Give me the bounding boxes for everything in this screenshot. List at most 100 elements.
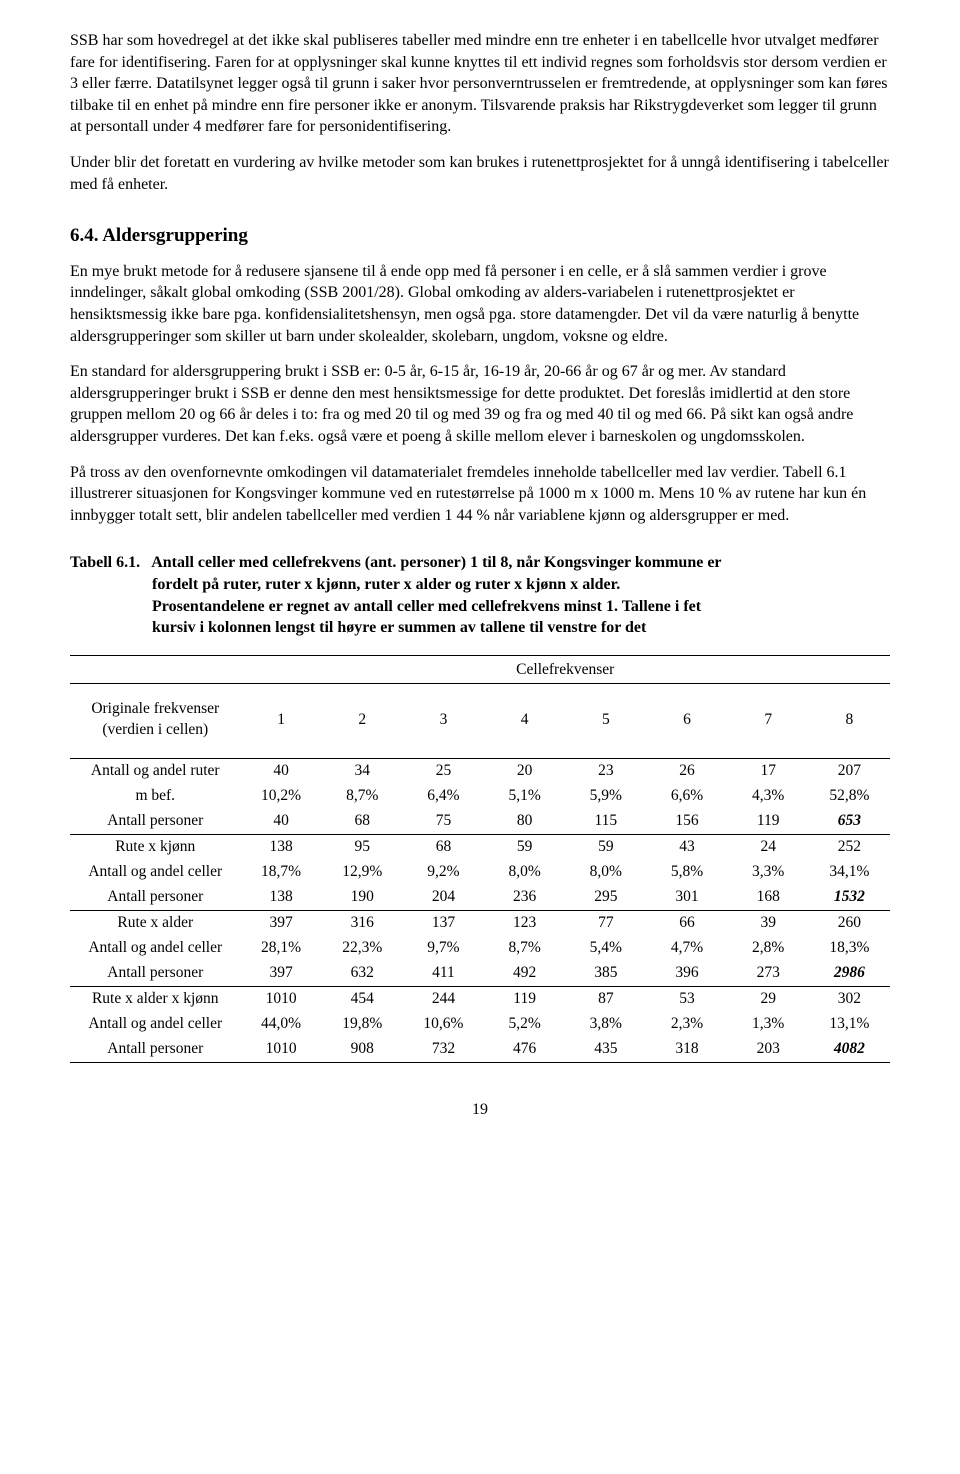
table-row: Antall personer1381902042362953011681532 bbox=[70, 885, 890, 910]
paragraph-3: En mye brukt metode for å redusere sjans… bbox=[70, 261, 890, 347]
cell: 52,8% bbox=[809, 784, 890, 809]
colnum-7: 7 bbox=[728, 693, 809, 749]
cell: 653 bbox=[809, 809, 890, 834]
cell: 43 bbox=[646, 835, 727, 860]
cell: 10,2% bbox=[240, 784, 321, 809]
table-row: Rute x alder397316137123776639260 bbox=[70, 911, 890, 936]
cell: 435 bbox=[565, 1037, 646, 1062]
cell: 18,7% bbox=[240, 860, 321, 885]
cell: 168 bbox=[728, 885, 809, 910]
cell: 13,1% bbox=[809, 1012, 890, 1037]
colnum-4: 4 bbox=[484, 693, 565, 749]
table-title: Tabell 6.1. Antall celler med cellefrekv… bbox=[70, 552, 890, 638]
cell: 5,4% bbox=[565, 936, 646, 961]
cell: 12,9% bbox=[322, 860, 403, 885]
cell: 273 bbox=[728, 961, 809, 986]
row-label: Antall personer bbox=[70, 885, 240, 910]
table-title-prefix: Tabell 6.1. bbox=[70, 554, 140, 571]
cell: 476 bbox=[484, 1037, 565, 1062]
cell: 5,2% bbox=[484, 1012, 565, 1037]
row-label: Antall og andel celler bbox=[70, 936, 240, 961]
table-row: Antall personer1010908732476435318203408… bbox=[70, 1037, 890, 1062]
row-label: Rute x alder bbox=[70, 911, 240, 936]
cell: 77 bbox=[565, 911, 646, 936]
cell: 908 bbox=[322, 1037, 403, 1062]
cell: 2986 bbox=[809, 961, 890, 986]
cell: 39 bbox=[728, 911, 809, 936]
colnum-8: 8 bbox=[809, 693, 890, 749]
row-label: Antall personer bbox=[70, 961, 240, 986]
cell: 137 bbox=[403, 911, 484, 936]
row-label: Antall og andel celler bbox=[70, 1012, 240, 1037]
heading-6-4: 6.4. Aldersgruppering bbox=[70, 223, 890, 249]
cell: 10,6% bbox=[403, 1012, 484, 1037]
paragraph-4: En standard for aldersgruppering brukt i… bbox=[70, 361, 890, 447]
cell: 8,7% bbox=[484, 936, 565, 961]
cell: 80 bbox=[484, 809, 565, 834]
cell: 68 bbox=[322, 809, 403, 834]
cell: 6,4% bbox=[403, 784, 484, 809]
cell: 302 bbox=[809, 986, 890, 1011]
cell: 24 bbox=[728, 835, 809, 860]
cell: 244 bbox=[403, 986, 484, 1011]
cell: 28,1% bbox=[240, 936, 321, 961]
table-title-line2: fordelt på ruter, ruter x kjønn, ruter x… bbox=[70, 574, 890, 596]
cellfreq-table: Cellefrekvenser Originale frekvenser (ve… bbox=[70, 655, 890, 1063]
table-row: Antall og andel celler18,7%12,9%9,2%8,0%… bbox=[70, 860, 890, 885]
cell: 8,0% bbox=[484, 860, 565, 885]
cell: 53 bbox=[646, 986, 727, 1011]
cell: 75 bbox=[403, 809, 484, 834]
cell: 492 bbox=[484, 961, 565, 986]
cell: 632 bbox=[322, 961, 403, 986]
row-label: Rute x kjønn bbox=[70, 835, 240, 860]
cell: 5,9% bbox=[565, 784, 646, 809]
paragraph-2: Under blir det foretatt en vurdering av … bbox=[70, 152, 890, 195]
cell: 9,2% bbox=[403, 860, 484, 885]
cell: 1,3% bbox=[728, 1012, 809, 1037]
cell: 316 bbox=[322, 911, 403, 936]
table-title-line1: Antall celler med cellefrekvens (ant. pe… bbox=[151, 554, 721, 571]
cell: 34 bbox=[322, 759, 403, 784]
cell: 138 bbox=[240, 885, 321, 910]
table-row: Rute x alder x kjønn10104542441198753293… bbox=[70, 986, 890, 1011]
cell: 5,1% bbox=[484, 784, 565, 809]
table-row: Antall og andel celler28,1%22,3%9,7%8,7%… bbox=[70, 936, 890, 961]
row-label: Antall personer bbox=[70, 809, 240, 834]
table-row: Antall personer40687580115156119653 bbox=[70, 809, 890, 834]
row-label: Antall og andel ruter bbox=[70, 759, 240, 784]
table-row: Antall og andel ruter40342520232617207 bbox=[70, 759, 890, 784]
cell: 3,3% bbox=[728, 860, 809, 885]
row-label: m bef. bbox=[70, 784, 240, 809]
cell: 40 bbox=[240, 759, 321, 784]
cell: 44,0% bbox=[240, 1012, 321, 1037]
cell: 95 bbox=[322, 835, 403, 860]
cell: 396 bbox=[646, 961, 727, 986]
cell: 156 bbox=[646, 809, 727, 834]
table-title-line3: Prosentandelene er regnet av antall cell… bbox=[70, 596, 890, 618]
cell: 204 bbox=[403, 885, 484, 910]
left-header: Originale frekvenser (verdien i cellen) bbox=[70, 693, 240, 749]
cell: 25 bbox=[403, 759, 484, 784]
cell: 260 bbox=[809, 911, 890, 936]
cell: 4,3% bbox=[728, 784, 809, 809]
cell: 3,8% bbox=[565, 1012, 646, 1037]
cell: 397 bbox=[240, 911, 321, 936]
left-header-line1: Originale frekvenser bbox=[91, 700, 219, 717]
cell: 5,8% bbox=[646, 860, 727, 885]
cell: 318 bbox=[646, 1037, 727, 1062]
cell: 203 bbox=[728, 1037, 809, 1062]
cell: 40 bbox=[240, 809, 321, 834]
row-label: Antall personer bbox=[70, 1037, 240, 1062]
cell: 8,7% bbox=[322, 784, 403, 809]
cell: 1010 bbox=[240, 986, 321, 1011]
table-title-line4: kursiv i kolonnen lengst til høyre er su… bbox=[70, 617, 890, 639]
cell: 4082 bbox=[809, 1037, 890, 1062]
row-label: Rute x alder x kjønn bbox=[70, 986, 240, 1011]
cell: 119 bbox=[484, 986, 565, 1011]
cell: 2,3% bbox=[646, 1012, 727, 1037]
table-row: m bef.10,2%8,7%6,4%5,1%5,9%6,6%4,3%52,8% bbox=[70, 784, 890, 809]
paragraph-1: SSB har som hovedregel at det ikke skal … bbox=[70, 30, 890, 138]
colnum-3: 3 bbox=[403, 693, 484, 749]
cell: 2,8% bbox=[728, 936, 809, 961]
cell: 119 bbox=[728, 809, 809, 834]
